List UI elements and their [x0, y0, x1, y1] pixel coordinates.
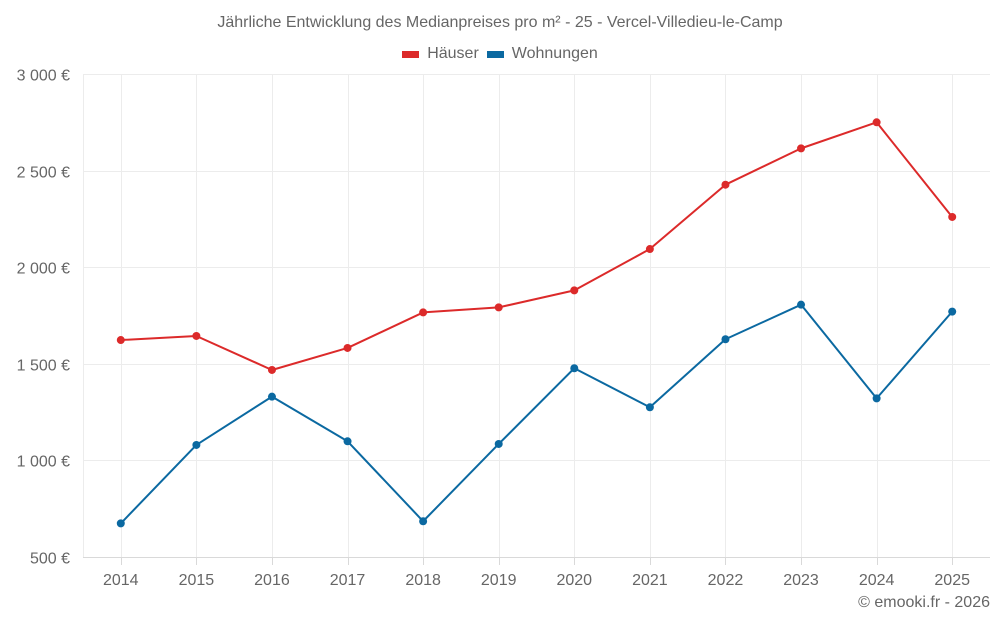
data-point-haeuser	[419, 308, 428, 317]
data-point-haeuser	[267, 365, 276, 374]
y-tick-label: 1 500 €	[17, 358, 70, 375]
series-layer	[116, 118, 957, 528]
data-point-haeuser	[343, 343, 352, 352]
legend-item-wohnungen[interactable]: Wohnungen	[486, 45, 598, 63]
y-tick-label: 3 000 €	[17, 68, 70, 85]
x-tick-label: 2022	[708, 572, 744, 589]
axis-layer: 500 € 1 000 € 1 500 € 2 000 € 2 500 € 3 000 €…	[17, 68, 970, 590]
data-point-wohnungen	[343, 437, 352, 446]
y-tick-label: 1 000 €	[17, 454, 70, 471]
x-tick-label: 2025	[934, 572, 970, 589]
data-point-haeuser	[872, 118, 881, 127]
data-point-wohnungen	[192, 440, 201, 449]
data-point-wohnungen	[267, 392, 276, 401]
x-tick-label: 2015	[179, 572, 215, 589]
data-point-haeuser	[645, 245, 654, 254]
data-point-haeuser	[116, 336, 125, 345]
data-point-haeuser	[192, 331, 201, 340]
y-tick-label: 500 €	[30, 551, 70, 568]
data-point-haeuser	[570, 286, 579, 295]
credit-text: © emooki.fr - 2026	[858, 594, 990, 611]
data-point-wohnungen	[419, 517, 428, 526]
x-tick-label: 2017	[330, 572, 366, 589]
data-point-wohnungen	[116, 519, 125, 528]
data-point-wohnungen	[645, 403, 654, 412]
legend-swatch-haeuser	[402, 50, 420, 58]
x-tick-label: 2018	[405, 572, 441, 589]
x-tick-label: 2019	[481, 572, 517, 589]
data-point-wohnungen	[872, 394, 881, 403]
data-point-haeuser	[494, 303, 503, 312]
legend: Häuser Wohnungen	[0, 45, 1000, 63]
data-point-wohnungen	[797, 300, 806, 309]
legend-label-haeuser: Häuser	[427, 45, 479, 62]
y-tick-label: 2 000 €	[17, 261, 70, 278]
data-point-wohnungen	[721, 335, 730, 344]
data-point-wohnungen	[948, 307, 957, 316]
y-tick-label: 2 500 €	[17, 165, 70, 182]
legend-item-haeuser[interactable]: Häuser	[402, 45, 479, 63]
data-point-haeuser	[797, 144, 806, 153]
x-tick-label: 2020	[556, 572, 592, 589]
x-tick-label: 2021	[632, 572, 668, 589]
grid-layer	[83, 74, 990, 558]
data-point-wohnungen	[494, 439, 503, 448]
legend-label-wohnungen: Wohnungen	[511, 45, 598, 62]
series-line-wohnungen	[120, 303, 953, 525]
data-point-haeuser	[948, 212, 957, 221]
chart-title: Jährliche Entwicklung des Medianpreises …	[217, 14, 783, 31]
data-point-haeuser	[721, 180, 730, 189]
x-tick-label: 2014	[103, 572, 139, 589]
x-tick-label: 2023	[783, 572, 819, 589]
x-tick-label: 2016	[254, 572, 290, 589]
x-tick-label: 2024	[859, 572, 895, 589]
series-line-haeuser	[120, 121, 953, 371]
data-point-wohnungen	[570, 364, 579, 373]
legend-swatch-wohnungen	[486, 50, 504, 58]
